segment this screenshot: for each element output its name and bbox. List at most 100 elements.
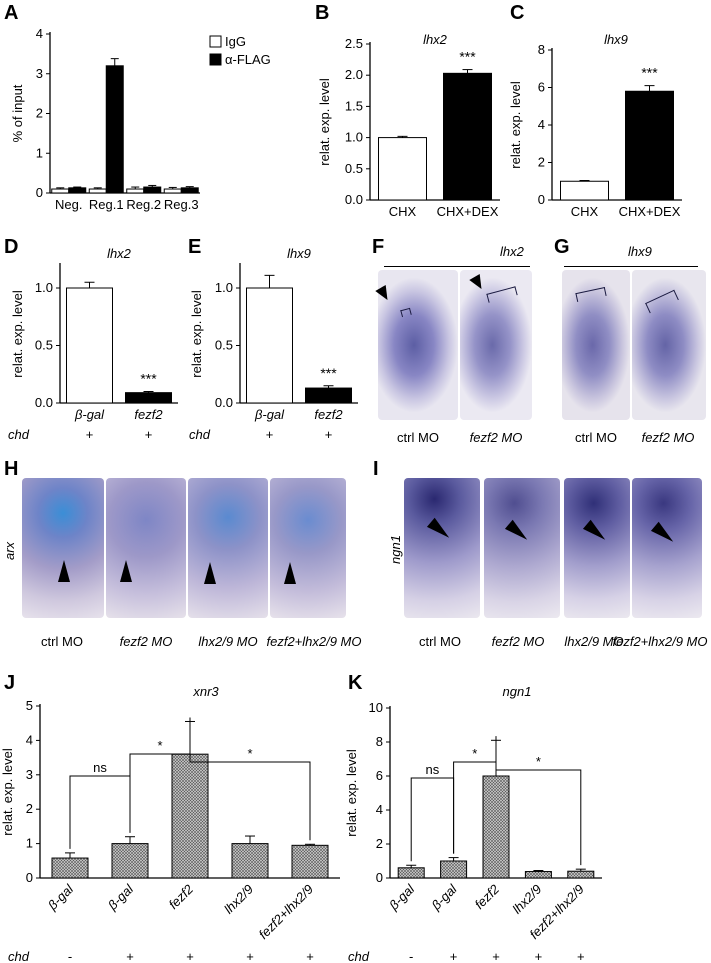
legend-label: IgG <box>225 34 246 49</box>
significance-label: *** <box>320 365 337 381</box>
chd-sign: + <box>145 427 153 442</box>
y-axis-label: % of input <box>10 84 25 142</box>
bar <box>51 188 70 194</box>
chd-sign: + <box>246 949 254 963</box>
chd-sign: + <box>535 949 543 963</box>
x-tick-label: lhx2/9 <box>221 882 256 917</box>
y-axis-label: relat. exp. level <box>317 78 332 166</box>
bar <box>111 843 149 879</box>
bar <box>305 387 352 404</box>
significance-label: * <box>472 746 477 761</box>
panel-h-gene: arx <box>2 541 17 560</box>
embryo-image-i-3 <box>564 478 630 618</box>
significance-label: ns <box>93 760 107 775</box>
chd-sign: - <box>409 949 413 963</box>
bar <box>105 65 124 194</box>
x-tick-label: fezf2 <box>314 407 343 422</box>
y-tick-label: 0 <box>36 185 43 200</box>
chart-title: xnr3 <box>192 684 219 699</box>
chd-sign: - <box>68 949 72 963</box>
y-tick-label: 3 <box>36 66 43 81</box>
panel-f-caption-1: ctrl MO <box>397 430 439 445</box>
embryo-image-h-4 <box>270 478 346 618</box>
y-tick-label: 0.0 <box>345 192 363 207</box>
x-tick-label: fezf2 <box>472 881 503 912</box>
chd-sign: + <box>86 427 94 442</box>
panel-letter-f: F <box>372 236 385 258</box>
bar <box>291 844 329 879</box>
y-tick-label: 8 <box>538 42 545 57</box>
y-tick-label: 4 <box>376 802 383 817</box>
panel-letter-d: D <box>4 236 19 258</box>
panel-letter-h: H <box>4 458 19 480</box>
y-tick-label: 4 <box>36 26 43 41</box>
chd-sign: + <box>577 949 585 963</box>
chd-label: chd <box>348 949 370 963</box>
panel-i-caption-4: fezf2+lhx2/9 MO <box>612 634 708 649</box>
y-axis-label: relat. exp. level <box>344 749 359 837</box>
legend-swatch <box>209 35 222 48</box>
y-axis-label: relat. exp. level <box>10 290 25 378</box>
chart-k: ngn1 relat. exp. level 0 2 4 6 8 10 β-gal β-gal fe… <box>344 684 602 963</box>
x-tick-label: β-gal <box>428 881 461 914</box>
y-tick-label: 8 <box>376 734 383 749</box>
x-tick-label: fezf2 <box>166 881 197 912</box>
panel-letter-c: C <box>510 2 525 24</box>
arrowhead-icon <box>284 562 296 584</box>
x-tick-label: β-gal <box>254 407 285 422</box>
significance-bracket <box>189 717 311 841</box>
x-tick-label: CHX <box>389 204 417 219</box>
chart-j: xnr3 relat. exp. level 0 1 2 3 4 5 β-gal β-gal fez… <box>0 684 340 963</box>
embryo-image-h-3 <box>188 478 268 618</box>
y-tick-label: 1 <box>36 145 43 160</box>
chd-sign: + <box>126 949 134 963</box>
embryo-image-g-ctrl <box>562 270 630 420</box>
x-tick-label: CHX <box>571 204 599 219</box>
panel-letter-i: I <box>373 458 379 480</box>
chart-title: ngn1 <box>503 684 532 699</box>
bar <box>524 871 552 879</box>
chd-sign: + <box>450 949 458 963</box>
chart-d: lhx2 relat. exp. level 0.0 0.5 1.0 β-gal *** fe… <box>8 246 178 442</box>
panel-i-caption-2: fezf2 MO <box>491 634 545 649</box>
bar <box>440 860 468 879</box>
significance-bracket <box>69 775 131 849</box>
bar <box>560 180 609 201</box>
y-tick-label: 2 <box>376 836 383 851</box>
chart-a: % of input 0 1 2 3 4 Neg. Reg.1 Reg.2 Reg.3 IgG α-F… <box>10 26 271 212</box>
y-axis-label: relat. exp. level <box>0 748 15 836</box>
chd-label: chd <box>8 427 30 442</box>
y-tick-label: 2.5 <box>345 36 363 51</box>
significance-label: *** <box>641 65 658 81</box>
y-tick-label: 3 <box>26 767 33 782</box>
chd-sign: + <box>266 427 274 442</box>
significance-bracket <box>495 736 582 866</box>
y-tick-label: 1.0 <box>215 280 233 295</box>
significance-bracket <box>410 777 455 862</box>
embryo-image-i-4 <box>632 478 702 618</box>
y-tick-label: 0.5 <box>345 161 363 176</box>
bar <box>180 187 199 194</box>
y-tick-label: 4 <box>26 732 33 747</box>
y-tick-label: 1.0 <box>345 130 363 145</box>
chart-title: lhx9 <box>604 32 628 47</box>
chart-c: lhx9 relat. exp. level 0 2 4 6 8 CHX *** CHX+DEX <box>508 32 682 219</box>
bar <box>246 287 293 404</box>
arrowhead-icon <box>120 560 132 582</box>
embryo-image-g-fezf2 <box>632 270 706 420</box>
embryo-image-h-2 <box>106 478 186 618</box>
x-tick-label: Neg. <box>55 197 82 212</box>
bar <box>378 137 427 201</box>
panel-h-caption-4: fezf2+lhx2/9 MO <box>266 634 362 649</box>
y-axis-label: relat. exp. level <box>189 290 204 378</box>
panel-f-caption-2: fezf2 MO <box>469 430 523 445</box>
y-tick-label: 0.5 <box>35 338 53 353</box>
x-tick-label: Reg.3 <box>164 197 199 212</box>
x-tick-label: lhx2/9 <box>509 882 544 917</box>
panel-letter-k: K <box>348 672 363 694</box>
y-tick-label: 0 <box>538 192 545 207</box>
panel-g-caption-1: ctrl MO <box>575 430 617 445</box>
bar <box>171 753 209 879</box>
bar <box>66 287 113 404</box>
bar <box>51 857 89 879</box>
